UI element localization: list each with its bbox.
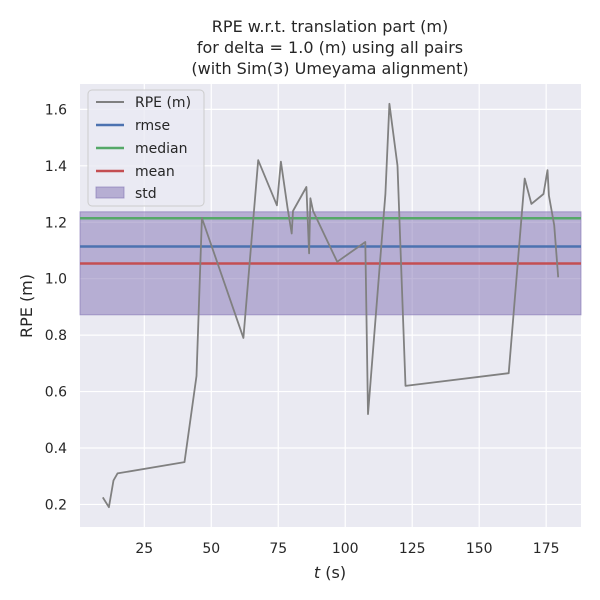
y-tick-label: 1.4: [45, 159, 67, 175]
y-tick-label: 0.4: [45, 441, 67, 457]
x-tick-label: 25: [135, 541, 153, 557]
legend: RPE (m) rmse median mean std: [87, 89, 205, 207]
y-tick-labels: 0.2 0.4 0.6 0.8 1.0 1.2 1.4 1.6: [45, 102, 67, 513]
grid-lines: [80, 84, 581, 527]
x-tick-label: 50: [202, 541, 220, 557]
y-tick-label: 0.8: [45, 328, 67, 344]
x-tick-labels: 25 50 75 100 125 150 175: [135, 541, 559, 557]
y-tick-label: 0.2: [45, 497, 67, 513]
title-line-3: (with Sim(3) Umeyama alignment): [191, 59, 468, 78]
title-line-1: RPE w.r.t. translation part (m): [212, 17, 448, 36]
y-tick-label: 1.2: [45, 215, 67, 231]
x-tick-label: 125: [399, 541, 426, 557]
legend-label-mean: mean: [135, 164, 175, 180]
x-axis-label: t (s): [314, 563, 346, 582]
legend-label-rpe: RPE (m): [135, 95, 191, 111]
x-axis-label-var: t: [314, 563, 321, 582]
x-tick-label: 150: [466, 541, 493, 557]
legend-box: [87, 89, 205, 207]
chart-title: RPE w.r.t. translation part (m) for delt…: [191, 17, 468, 78]
title-line-2: for delta = 1.0 (m) using all pairs: [197, 38, 463, 57]
x-tick-label: 175: [533, 541, 560, 557]
rpe-series-line: [102, 102, 560, 509]
legend-swatch-std: [95, 186, 125, 199]
legend-label-rmse: rmse: [135, 118, 170, 134]
legend-label-std: std: [135, 186, 157, 202]
x-tick-label: 75: [269, 541, 287, 557]
y-tick-label: 0.6: [45, 385, 67, 401]
x-tick-label: 100: [332, 541, 359, 557]
x-axis-label-unit: (s): [320, 563, 346, 582]
series-layer: [102, 102, 560, 509]
y-tick-label: 1.6: [45, 102, 67, 118]
y-tick-label: 1.0: [45, 272, 67, 288]
legend-label-median: median: [135, 141, 187, 157]
y-axis-label: RPE (m): [17, 274, 36, 338]
